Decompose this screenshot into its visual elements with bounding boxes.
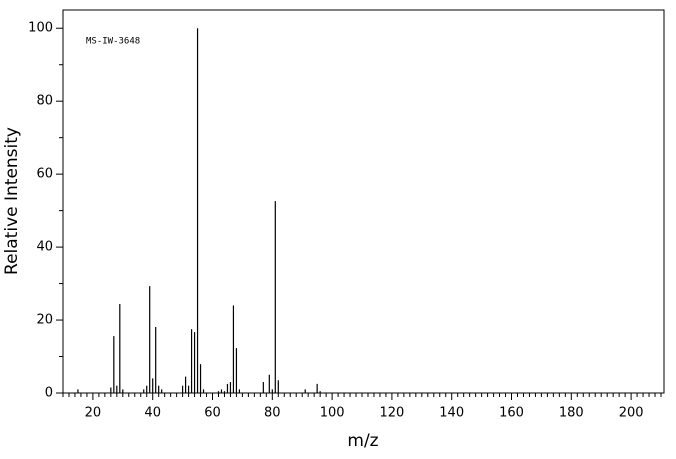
x-tick-label: 140 <box>439 406 464 421</box>
x-tick-label: 60 <box>204 406 221 421</box>
x-axis-label: m/z <box>347 431 378 451</box>
y-tick-label: 20 <box>36 313 53 328</box>
plot-frame <box>62 9 665 394</box>
x-tick-label: 20 <box>85 406 102 421</box>
y-axis-label: Relative Intensity <box>2 127 22 275</box>
x-tick-label: 120 <box>379 406 404 421</box>
y-tick-label: 80 <box>36 94 53 109</box>
x-tick-label: 40 <box>144 406 161 421</box>
x-tick-label: 180 <box>559 406 584 421</box>
x-tick-label: 100 <box>320 406 345 421</box>
x-tick-label: 200 <box>619 406 644 421</box>
y-tick-label: 40 <box>36 240 53 255</box>
annotation: MS-IW-3648 <box>86 37 140 47</box>
y-tick-label: 60 <box>36 167 53 182</box>
x-tick-label: 160 <box>499 406 524 421</box>
x-tick-label: 80 <box>264 406 281 421</box>
y-tick-label: 100 <box>28 21 53 36</box>
y-tick-label: 0 <box>45 386 53 401</box>
